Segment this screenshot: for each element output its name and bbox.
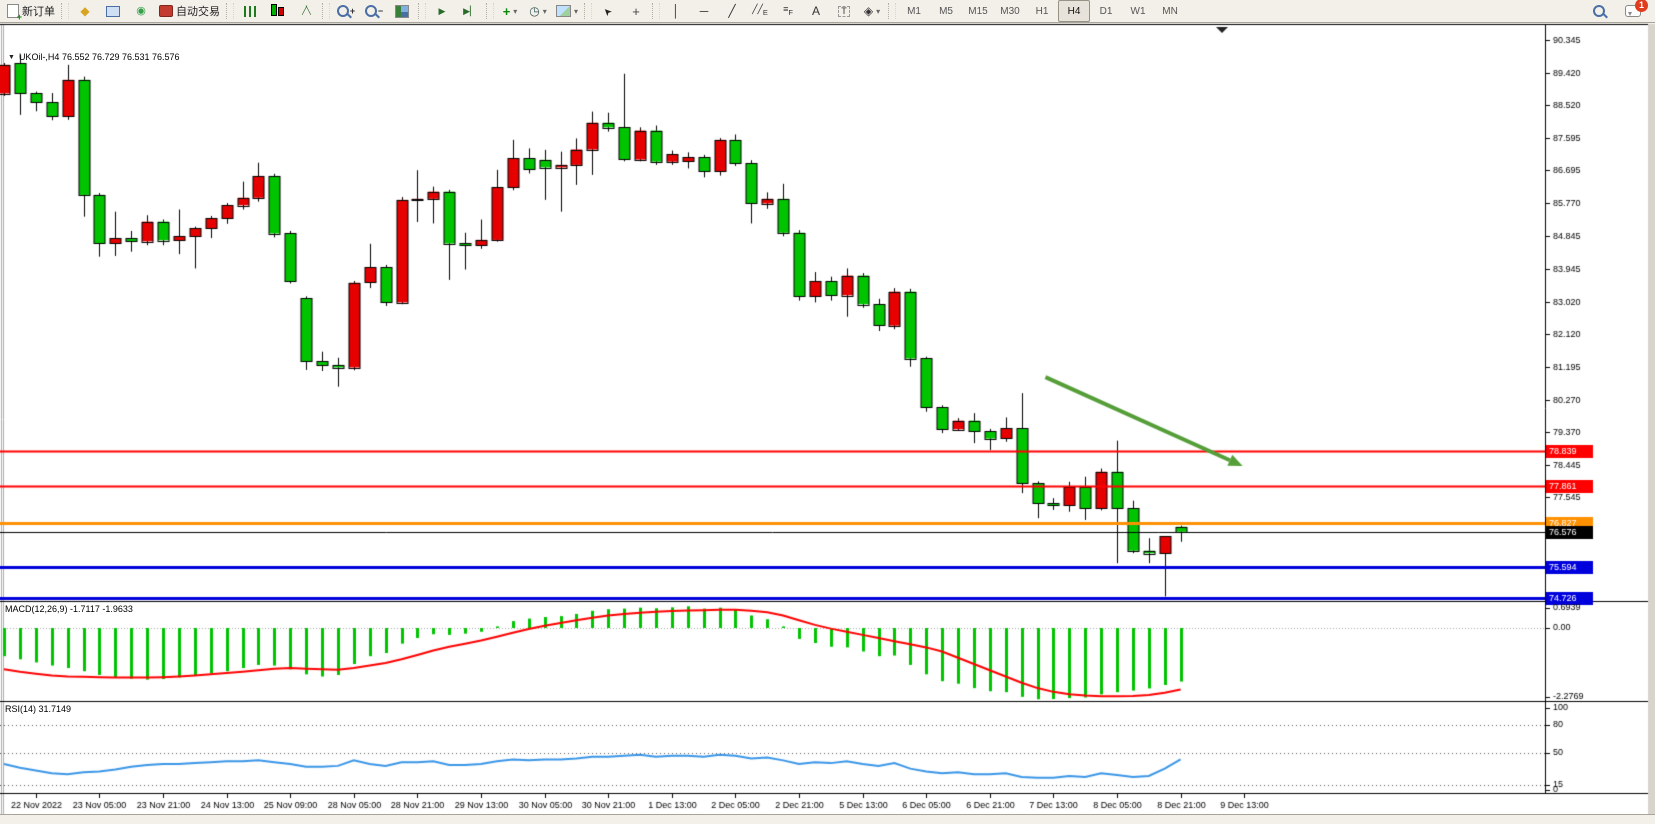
toolbar-separator bbox=[486, 3, 494, 19]
macd-panel[interactable]: MACD(12,26,9) -1.7117 -1.9633 bbox=[0, 602, 1545, 700]
history-center-button[interactable]: ◆ bbox=[80, 4, 90, 18]
market-watch-button[interactable] bbox=[99, 0, 127, 22]
rsi-panel[interactable]: RSI(14) 31.7149 bbox=[0, 702, 1545, 793]
toolbar: 新订单◆◉自动交易╱╲+−▶▶▏+▾◷▾▾➤+│─╱╱╱E≡FAT◈▾M1M5M… bbox=[0, 0, 1655, 23]
bar-chart-button[interactable] bbox=[236, 0, 264, 22]
crosshair-button[interactable]: + bbox=[632, 3, 640, 19]
notification-badge: 1 bbox=[1635, 0, 1648, 12]
zoom-in-button[interactable]: + bbox=[332, 0, 360, 22]
timeframe-d1-button[interactable]: D1 bbox=[1099, 5, 1113, 17]
toolbar-separator bbox=[226, 3, 234, 19]
timeframe-h1-button[interactable]: H1 bbox=[1035, 5, 1049, 17]
toolbar-separator bbox=[61, 3, 69, 19]
chat-button[interactable]: 1 bbox=[1619, 0, 1648, 22]
timeframe-mn-button[interactable]: MN bbox=[1162, 5, 1178, 17]
algo-trading-button[interactable]: 自动交易 bbox=[155, 0, 224, 22]
shapes-button[interactable]: ◈ ▾ bbox=[863, 4, 881, 18]
timeframe-m5-button[interactable]: M5 bbox=[939, 5, 953, 17]
chart-shift-button[interactable]: ▶▏ bbox=[463, 5, 477, 16]
timeframe-w1-button[interactable]: W1 bbox=[1130, 5, 1146, 17]
macd-indicator-label: MACD(12,26,9) -1.7117 -1.9633 bbox=[5, 604, 133, 614]
candlestick-chart-button[interactable] bbox=[264, 0, 292, 22]
label-button[interactable]: T bbox=[830, 0, 858, 22]
equidistant-channel-button[interactable]: ╱╱E bbox=[752, 4, 768, 18]
timeframe-m30-button[interactable]: M30 bbox=[1000, 5, 1020, 17]
cursor-button[interactable]: ➤ bbox=[600, 4, 615, 19]
one-click-trading-icon[interactable]: ▼ bbox=[8, 53, 15, 61]
toolbar-separator bbox=[584, 3, 593, 19]
status-bar bbox=[0, 814, 1655, 824]
template-button-dropdown-icon[interactable]: ▾ bbox=[574, 6, 579, 16]
horizontal-line-button[interactable]: ─ bbox=[699, 4, 709, 18]
rsi-indicator-label: RSI(14) 31.7149 bbox=[5, 704, 72, 714]
signals-button[interactable]: ◉ bbox=[136, 4, 146, 17]
trendline-button[interactable]: ╱ bbox=[728, 4, 736, 18]
toolbar-separator bbox=[322, 3, 330, 19]
template-button[interactable]: ▾ bbox=[552, 0, 582, 22]
new-chart-button-dropdown-icon[interactable]: ▾ bbox=[513, 6, 518, 16]
chart-symbol-title: UKOil-,H4 76.552 76.729 76.531 76.576 bbox=[18, 52, 180, 62]
zoom-out-button[interactable]: − bbox=[360, 0, 388, 22]
new-order-button[interactable]: 新订单 bbox=[3, 0, 59, 22]
toolbar-separator bbox=[418, 3, 426, 19]
periodicity-button[interactable]: ◷ ▾ bbox=[529, 4, 547, 18]
periodicity-button-dropdown-icon[interactable]: ▾ bbox=[542, 6, 547, 16]
tile-windows-button[interactable] bbox=[388, 0, 416, 22]
shapes-button-dropdown-icon[interactable]: ▾ bbox=[876, 6, 881, 16]
text-button[interactable]: A bbox=[812, 4, 821, 18]
fibonacci-button[interactable]: ≡F bbox=[783, 4, 793, 18]
price-axis[interactable] bbox=[1545, 25, 1648, 793]
timeframe-h4-button[interactable]: H4 bbox=[1058, 0, 1091, 22]
search-button[interactable] bbox=[1585, 0, 1613, 22]
new-chart-button[interactable]: + ▾ bbox=[502, 3, 518, 19]
price-chart-panel[interactable]: ▼ UKOil-,H4 76.552 76.729 76.531 76.576 bbox=[0, 25, 1545, 600]
timeframe-m15-button[interactable]: M15 bbox=[968, 5, 988, 17]
auto-scroll-button[interactable]: ▶ bbox=[438, 5, 446, 16]
toolbar-separator bbox=[652, 3, 661, 19]
time-axis[interactable] bbox=[0, 793, 1545, 815]
timeframe-m1-button[interactable]: M1 bbox=[907, 5, 921, 17]
vertical-line-button[interactable]: │ bbox=[672, 4, 680, 18]
line-chart-button[interactable]: ╱╲ bbox=[302, 6, 311, 15]
